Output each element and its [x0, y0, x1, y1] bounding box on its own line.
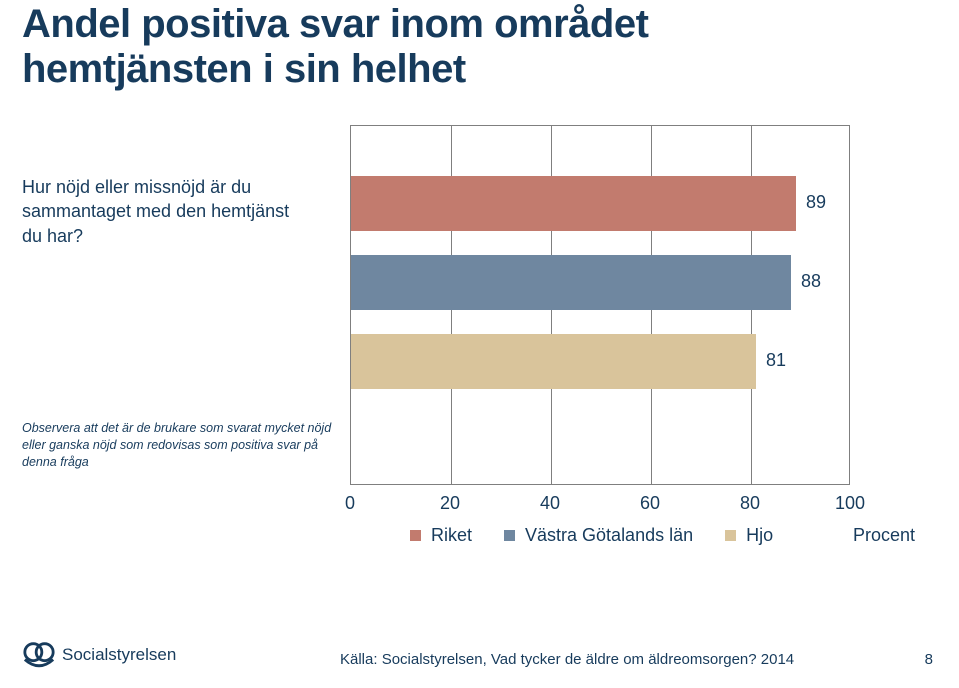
legend: Riket Västra Götalands län Hjo [410, 525, 910, 546]
title-line-2: hemtjänsten i sin helhet [22, 47, 466, 91]
legend-label: Riket [431, 525, 472, 546]
footer-logo-text: Socialstyrelsen [62, 645, 176, 665]
logo-icon [22, 638, 56, 672]
legend-label: Västra Götalands län [525, 525, 693, 546]
title-line-1: Andel positiva svar inom området [22, 2, 648, 46]
legend-swatch [410, 530, 421, 541]
page-number: 8 [925, 651, 933, 668]
x-tick-label: 100 [835, 493, 865, 514]
bar-value-label: 81 [766, 350, 786, 371]
legend-label: Hjo [746, 525, 773, 546]
x-tick-label: 20 [440, 493, 460, 514]
bar-chart: 898881 020406080100 RiketVästra Götaland… [350, 125, 915, 545]
bar-hjo [351, 334, 756, 389]
bar-riket [351, 176, 796, 231]
x-tick-label: 40 [540, 493, 560, 514]
note-text: Observera att det är de brukare som svar… [22, 420, 332, 471]
question-text: Hur nöjd eller missnöjd är du sammantage… [22, 175, 312, 248]
source-text: Källa: Socialstyrelsen, Vad tycker de äl… [340, 651, 794, 668]
bar-västra-götalands-län [351, 255, 791, 310]
bar-value-label: 88 [801, 271, 821, 292]
x-tick-label: 0 [345, 493, 355, 514]
footer-logo: Socialstyrelsen [22, 638, 176, 672]
x-tick-label: 80 [740, 493, 760, 514]
legend-swatch [504, 530, 515, 541]
legend-swatch [725, 530, 736, 541]
x-tick-label: 60 [640, 493, 660, 514]
x-axis-title: Procent [853, 525, 915, 546]
page-title: Andel positiva svar inom området hemtjän… [22, 2, 648, 92]
plot-area: 89 88 81 [350, 125, 850, 485]
bar-value-label: 89 [806, 192, 826, 213]
